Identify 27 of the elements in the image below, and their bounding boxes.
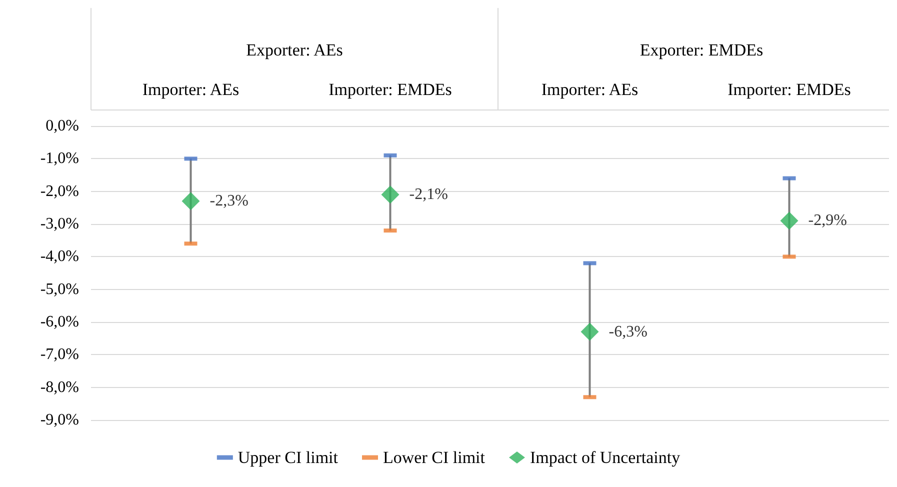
y-tick-label: -5,0% <box>40 280 79 298</box>
y-tick-label: -7,0% <box>40 346 79 364</box>
data-label: -6,3% <box>608 323 648 340</box>
point <box>182 192 200 210</box>
data-label: -2,3% <box>210 192 248 210</box>
x-tick-label: Importer: AEs <box>142 80 240 99</box>
point <box>780 212 798 230</box>
y-tick-label: -4,0% <box>40 248 79 266</box>
text: Exporter: EMDEs <box>640 40 764 60</box>
y-tick-label: -6,0% <box>40 314 79 330</box>
y-tick-label: -8,0% <box>40 378 79 396</box>
x-tick-label: Importer: AEs <box>541 80 638 99</box>
text: Exporter: AEs <box>246 40 343 60</box>
y-tick-label: -1,0% <box>40 150 79 168</box>
x-tick-label: Importer: EMDEs <box>728 80 851 99</box>
y-tick-label: -9,0% <box>40 412 79 428</box>
data-label: -2,1% <box>409 186 448 204</box>
legend-label: Impact of Uncertainty <box>530 448 681 467</box>
y-tick-label: -2,0% <box>40 182 79 200</box>
data-label: -2,9% <box>808 212 847 230</box>
point <box>381 186 400 204</box>
y-tick-label: -3,0% <box>40 216 79 232</box>
point <box>580 322 599 341</box>
x-tick-label: Importer: EMDEs <box>328 80 452 99</box>
legend-label: Upper CI limit <box>238 448 338 467</box>
legend-label: Lower CI limit <box>383 448 486 467</box>
y-tick-label: 0,0% <box>46 118 79 134</box>
